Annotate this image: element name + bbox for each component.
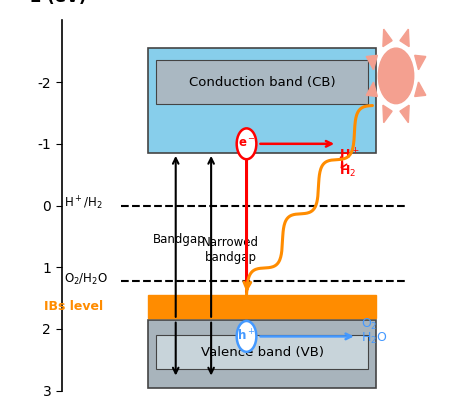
Polygon shape (383, 105, 392, 123)
Text: H$^+$/H$_2$: H$^+$/H$_2$ (64, 195, 102, 212)
Polygon shape (366, 82, 377, 96)
Text: Valence band (VB): Valence band (VB) (201, 346, 324, 359)
Circle shape (237, 128, 256, 159)
Polygon shape (400, 105, 409, 123)
Circle shape (237, 321, 256, 352)
Text: H$^+$: H$^+$ (339, 147, 360, 162)
Text: h$^+$: h$^+$ (237, 329, 255, 344)
Text: H$_2$O: H$_2$O (361, 331, 387, 346)
Bar (156, 61, 368, 104)
Polygon shape (415, 55, 426, 70)
Polygon shape (400, 29, 409, 47)
Text: O$_2$/H$_2$O: O$_2$/H$_2$O (64, 272, 108, 287)
Text: Bandgap: Bandgap (153, 233, 206, 246)
Bar (148, 320, 376, 387)
Polygon shape (415, 82, 426, 96)
Text: Narrowed
bandgap: Narrowed bandgap (202, 236, 259, 264)
Text: E (eV): E (eV) (30, 0, 87, 6)
Text: e$^-$: e$^-$ (237, 137, 255, 150)
Bar (156, 335, 368, 369)
Text: O$_2$: O$_2$ (361, 317, 377, 332)
Text: IBs level: IBs level (44, 300, 103, 313)
Circle shape (378, 48, 414, 104)
Text: H$_2$: H$_2$ (339, 164, 356, 179)
Bar (148, 48, 376, 153)
Polygon shape (383, 29, 392, 47)
Text: Conduction band (CB): Conduction band (CB) (189, 76, 336, 89)
Polygon shape (366, 55, 377, 70)
Bar (148, 295, 376, 319)
